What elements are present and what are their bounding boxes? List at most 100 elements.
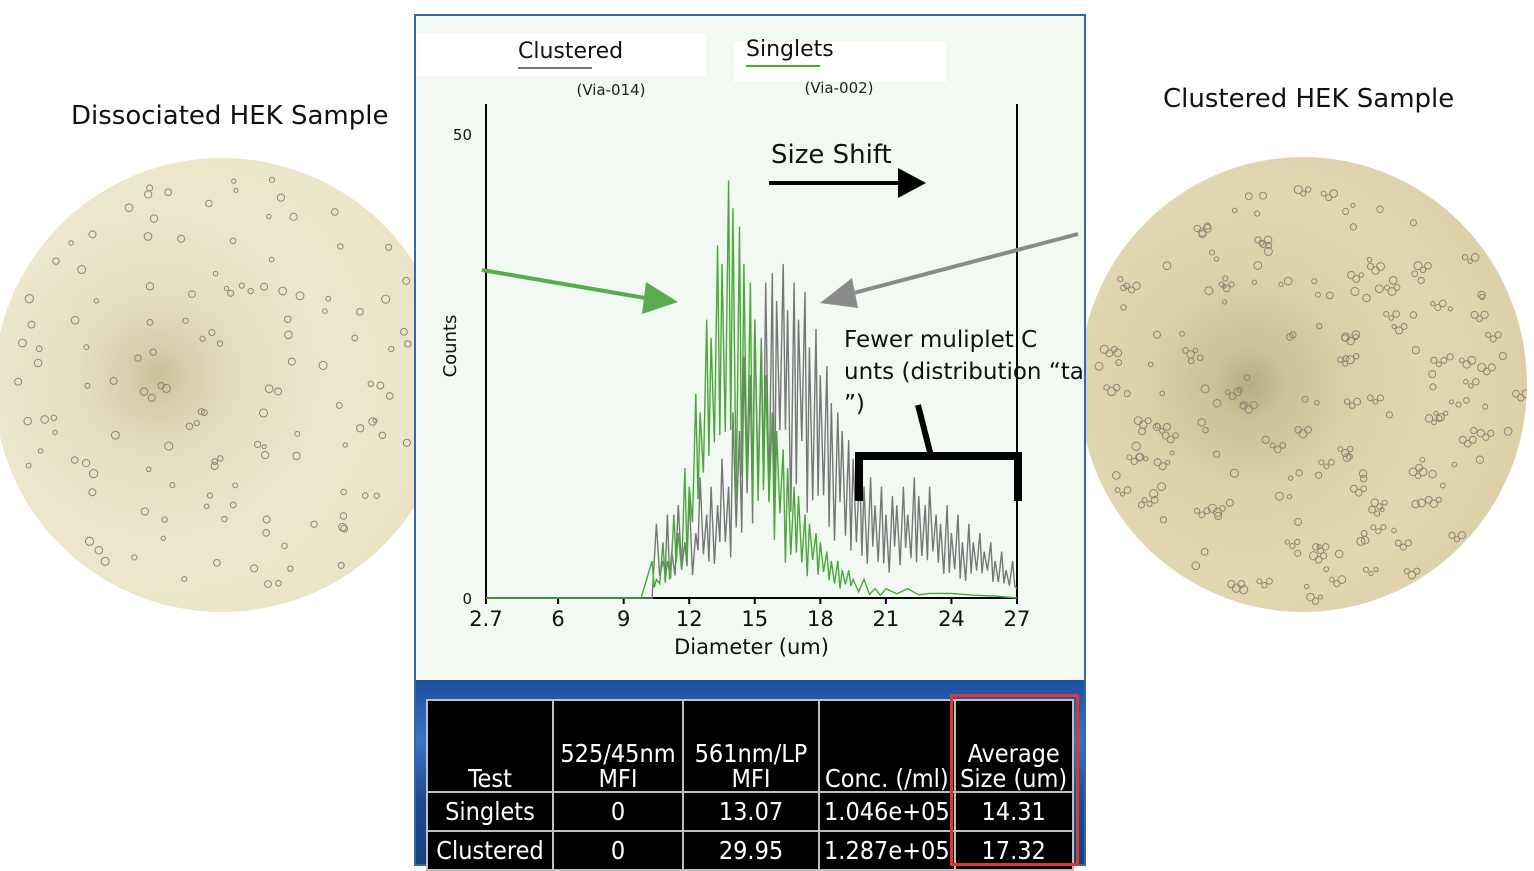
- cell: [1314, 291, 1321, 298]
- cell: [1212, 450, 1221, 458]
- cell: [124, 203, 134, 213]
- cell: [1347, 270, 1356, 280]
- cell: [1373, 567, 1379, 573]
- cell: [37, 448, 44, 454]
- cell: [1391, 323, 1397, 330]
- cell: [287, 357, 296, 366]
- header-525-mfi: 525/45nm MFI: [552, 699, 684, 793]
- cell: [1214, 511, 1223, 521]
- cell: [342, 442, 348, 448]
- cell: [1099, 344, 1109, 354]
- header-average-size: Average Size (um): [953, 699, 1074, 793]
- cell: [276, 193, 286, 202]
- cell: [1435, 361, 1442, 368]
- cell: [250, 564, 259, 573]
- cell: [1494, 331, 1502, 339]
- cell: [388, 345, 395, 353]
- cell: [143, 232, 153, 241]
- cell: [331, 208, 339, 216]
- cell: [1172, 432, 1179, 439]
- clustered-arrow: [845, 232, 1079, 297]
- cell: [1295, 469, 1303, 477]
- cell: [1482, 367, 1491, 376]
- cell: [284, 315, 292, 323]
- cell: [1301, 395, 1309, 403]
- legend-backdrop-2: [734, 42, 946, 82]
- cell: [1256, 578, 1263, 585]
- cell: [1328, 576, 1335, 583]
- cell: [254, 440, 262, 449]
- cell: [1470, 310, 1479, 319]
- cell: [1261, 435, 1270, 444]
- cell: [1443, 410, 1449, 416]
- cell: [169, 482, 176, 489]
- cell: [1342, 453, 1352, 462]
- cell: [1228, 281, 1235, 288]
- cell: [77, 265, 87, 275]
- cell: [1111, 471, 1121, 480]
- cell: [284, 330, 293, 340]
- cell: [385, 243, 393, 251]
- cell: [160, 535, 166, 541]
- x-tick-label: 2.7: [469, 607, 502, 631]
- cell: [1403, 568, 1410, 575]
- cell: [1105, 349, 1114, 358]
- cell: [1354, 488, 1363, 497]
- cell: [1376, 205, 1384, 214]
- cell: [1196, 354, 1204, 362]
- cell: [1329, 189, 1338, 198]
- cell: [1231, 207, 1238, 214]
- cell: [134, 354, 142, 362]
- cell: [1120, 491, 1126, 497]
- cell: [264, 580, 272, 588]
- cell-test: Clustered: [426, 830, 554, 871]
- cell: [1161, 431, 1170, 440]
- cell: [1200, 547, 1209, 556]
- cell: [1143, 456, 1149, 462]
- cell: [1411, 499, 1420, 509]
- cell: [1358, 469, 1368, 478]
- cell: [1304, 425, 1313, 434]
- cell: [232, 482, 239, 489]
- cell: [1468, 383, 1474, 389]
- cell: [1409, 311, 1418, 319]
- cell: [1418, 467, 1428, 477]
- cell: [212, 270, 219, 277]
- cell: [1487, 363, 1496, 372]
- cell: [1477, 290, 1486, 300]
- cell: [1358, 272, 1364, 278]
- cell: [1263, 235, 1273, 245]
- cell: [185, 422, 194, 431]
- cell: [233, 187, 239, 193]
- cell: [1144, 417, 1152, 425]
- cell: [361, 492, 369, 499]
- cell: [1328, 459, 1335, 466]
- cell: [1394, 326, 1404, 335]
- cell: [1413, 261, 1423, 271]
- cell: [367, 380, 374, 388]
- cell: [356, 424, 365, 433]
- cell: [144, 190, 153, 199]
- cell: [1239, 402, 1247, 410]
- cell: [1251, 279, 1257, 285]
- cell: [1383, 310, 1390, 317]
- cell: [339, 512, 348, 520]
- right-sample-title: Clustered HEK Sample: [1163, 84, 1455, 114]
- cell: [1360, 530, 1368, 537]
- cell: [1388, 275, 1398, 285]
- cell: [1512, 389, 1520, 398]
- cell: [318, 360, 328, 370]
- singlets-arrowhead: [642, 282, 678, 314]
- cell: [1179, 330, 1185, 337]
- series-line-singlets: [486, 180, 1018, 599]
- cell: [260, 282, 269, 291]
- cell: [1411, 346, 1420, 355]
- cell: [1130, 457, 1138, 465]
- cell: [1243, 374, 1251, 382]
- cell: [1287, 475, 1294, 481]
- cell: [1359, 474, 1368, 483]
- cell: [1123, 282, 1130, 290]
- cell: [1192, 347, 1199, 354]
- x-tick-label: 12: [676, 607, 703, 631]
- cell: [1219, 504, 1226, 512]
